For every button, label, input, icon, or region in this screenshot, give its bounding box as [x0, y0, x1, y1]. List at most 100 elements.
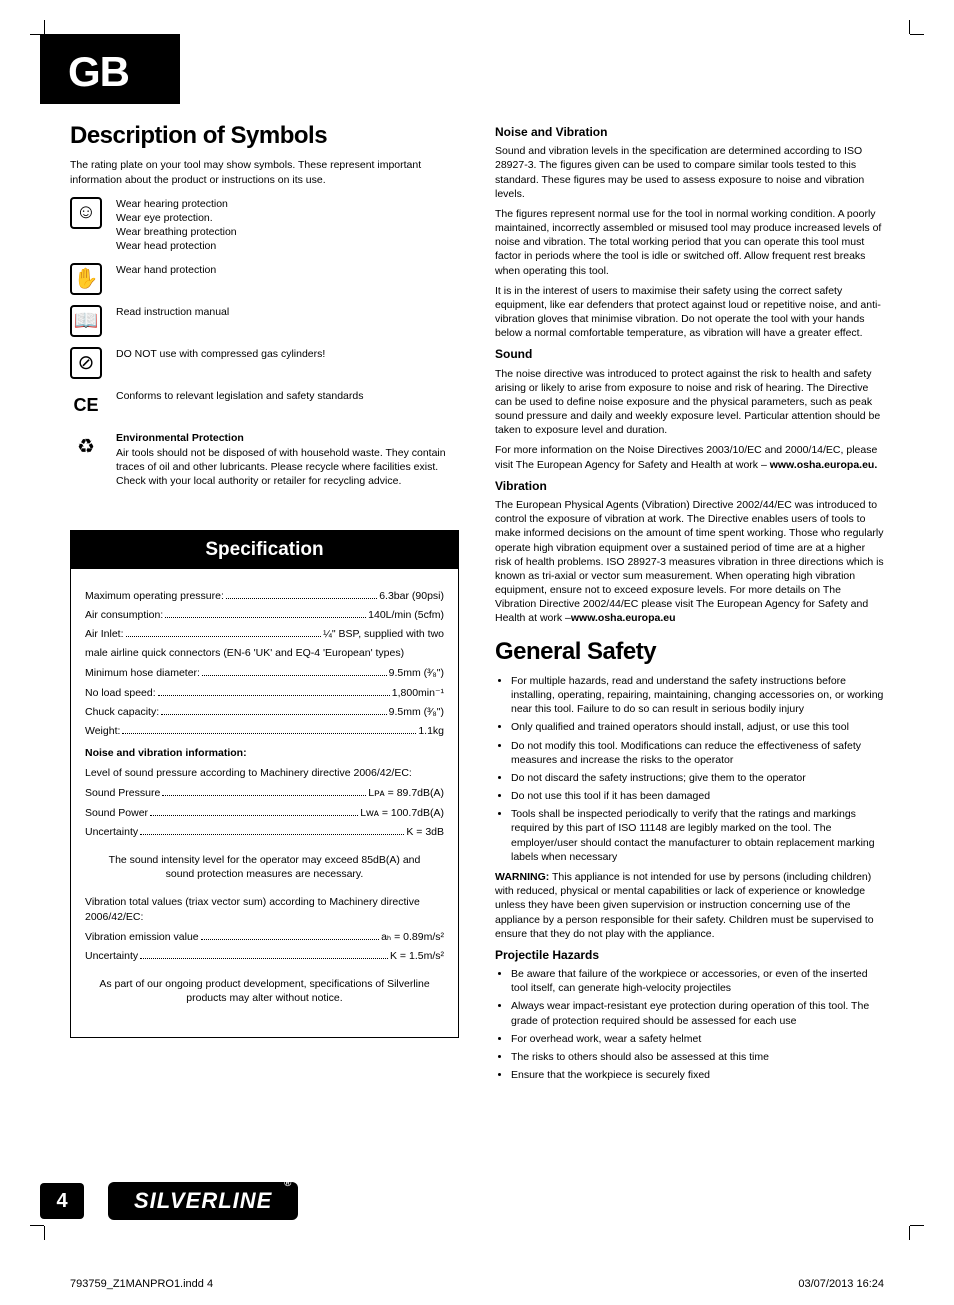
symbol-row: ♻ Environmental ProtectionAir tools shoul…	[70, 431, 459, 488]
spec-line: Air consumption: 140L/min (5cfm)	[85, 608, 444, 622]
spec-line: Uncertainty K = 1.5m/s²	[85, 949, 444, 963]
warning-label: WARNING:	[495, 871, 549, 883]
warning-text: This appliance is not intended for use b…	[495, 871, 874, 940]
spec-line: Minimum hose diameter:9.5mm (³⁄₈")	[85, 666, 444, 680]
spec-line: UncertaintyK = 3dB	[85, 825, 444, 839]
recycle-icon: ♻	[70, 431, 102, 463]
symbol-line: Air tools should not be disposed of with…	[116, 446, 459, 489]
body-paragraph: It is in the interest of users to maximi…	[495, 284, 884, 341]
sound-note: The sound intensity level for the operat…	[93, 853, 436, 881]
spec-value: K = 1.5m/s²	[390, 949, 444, 963]
symbol-line: DO NOT use with compressed gas cylinders…	[116, 347, 459, 361]
symbol-row: ⊘DO NOT use with compressed gas cylinder…	[70, 347, 459, 379]
ce-icon: CE	[70, 389, 102, 421]
vib-intro: Vibration total values (triax vector sum…	[85, 895, 444, 923]
list-item: Do not use this tool if it has been dama…	[511, 789, 884, 803]
spec-value: Lᴘᴀ = 89.7dB(A)	[368, 786, 444, 800]
spec-dots	[126, 636, 322, 637]
spec-value: ¼" BSP, supplied with two	[323, 627, 444, 641]
spec-value: Lᴡᴀ = 100.7dB(A)	[360, 806, 444, 820]
spec-dots	[140, 958, 388, 959]
body-paragraph: The figures represent normal use for the…	[495, 207, 884, 278]
noise-vibration-heading: Noise and Vibration	[495, 124, 884, 140]
air-inlet-note: male airline quick connectors (EN-6 'UK'…	[85, 646, 444, 660]
page: GB Description of Symbols The rating pla…	[0, 0, 954, 1260]
list-item: Only qualified and trained operators sho…	[511, 720, 884, 734]
symbol-text: Wear hand protection	[116, 263, 459, 277]
symbol-line: Wear hand protection	[116, 263, 459, 277]
list-item: The risks to others should also be asses…	[511, 1050, 884, 1064]
left-column: Description of Symbols The rating plate …	[70, 120, 459, 1088]
spec-line: Maximum operating pressure: 6.3bar (90psi…	[85, 589, 444, 603]
list-item: Tools shall be inspected periodically to…	[511, 807, 884, 864]
spec-dots	[165, 617, 366, 618]
body-paragraph: The noise directive was introduced to pr…	[495, 367, 884, 438]
description-heading: Description of Symbols	[70, 120, 459, 152]
spec-label: Air consumption:	[85, 608, 163, 622]
spec-label: Air Inlet:	[85, 627, 124, 641]
vibration-text: The European Physical Agents (Vibration)…	[495, 499, 884, 624]
symbol-heading: Environmental Protection	[116, 431, 459, 445]
symbol-text: Wear hearing protectionWear eye protecti…	[116, 197, 459, 254]
spec-line: Sound Power Lᴡᴀ = 100.7dB(A)	[85, 806, 444, 820]
spec-dots	[201, 939, 379, 940]
symbol-text: Read instruction manual	[116, 305, 459, 319]
spec-value: aₕ = 0.89m/s²	[381, 930, 444, 944]
page-footer: 4 SILVERLINE	[40, 1182, 884, 1220]
symbol-line: Read instruction manual	[116, 305, 459, 319]
spec-line: No load speed: 1,800min⁻¹	[85, 686, 444, 700]
symbol-line: Wear breathing protection	[116, 225, 459, 239]
ppe-icon: ☺	[70, 197, 102, 229]
sound-more: For more information on the Noise Direct…	[495, 443, 884, 471]
vibration-heading: Vibration	[495, 478, 884, 494]
spec-value: 140L/min (5cfm)	[368, 608, 444, 622]
symbol-text: DO NOT use with compressed gas cylinders…	[116, 347, 459, 361]
spec-dots	[150, 815, 358, 816]
specification-box: Specification Maximum operating pressure…	[70, 530, 459, 1038]
symbol-row: 📖Read instruction manual	[70, 305, 459, 337]
spec-value: 9.5mm (³⁄₈")	[389, 666, 444, 680]
symbol-line: Wear head protection	[116, 239, 459, 253]
symbol-row: CE Conforms to relevant legislation and s…	[70, 389, 459, 421]
spec-dots	[140, 834, 404, 835]
spec-value: 1,800min⁻¹	[392, 686, 444, 700]
spec-label: No load speed:	[85, 686, 156, 700]
spec-value: 9.5mm (³⁄₈")	[389, 705, 444, 719]
general-safety-heading: General Safety	[495, 636, 884, 668]
glove-icon: ✋	[70, 263, 102, 295]
list-item: For overhead work, wear a safety helmet	[511, 1032, 884, 1046]
spec-label: Maximum operating pressure:	[85, 589, 224, 603]
spec-label: Chuck capacity:	[85, 705, 159, 719]
description-intro: The rating plate on your tool may show s…	[70, 158, 459, 186]
symbol-line: Conforms to relevant legislation and saf…	[116, 389, 459, 403]
symbol-line: Wear eye protection.	[116, 211, 459, 225]
spec-dots	[122, 733, 416, 734]
noise-intro: Level of sound pressure according to Mac…	[85, 766, 444, 780]
spec-label: Sound Pressure	[85, 786, 160, 800]
right-column: Noise and Vibration Sound and vibration …	[495, 120, 884, 1088]
spec-value: K = 3dB	[406, 825, 444, 839]
projectile-hazards-heading: Projectile Hazards	[495, 947, 884, 963]
vibration-link: www.osha.europa.eu	[571, 612, 676, 624]
file-footer: 793759_Z1MANPRO1.indd 4 03/07/2013 16:24	[70, 1278, 884, 1290]
list-item: Do not discard the safety instructions; …	[511, 771, 884, 785]
page-number: 4	[40, 1183, 84, 1219]
spec-label: Sound Power	[85, 806, 148, 820]
list-item: Do not modify this tool. Modifications c…	[511, 739, 884, 767]
symbol-text: Environmental ProtectionAir tools should…	[116, 431, 459, 488]
sound-link: www.osha.europa.eu.	[770, 459, 878, 471]
symbol-line: Wear hearing protection	[116, 197, 459, 211]
spec-line: Sound Pressure Lᴘᴀ = 89.7dB(A)	[85, 786, 444, 800]
file-name: 793759_Z1MANPRO1.indd 4	[70, 1278, 213, 1290]
spec-label: Uncertainty	[85, 949, 138, 963]
symbol-row: ✋ Wear hand protection	[70, 263, 459, 295]
spec-line: Air Inlet: ¼" BSP, supplied with two	[85, 627, 444, 641]
brand-logo: SILVERLINE	[108, 1182, 298, 1220]
sound-heading: Sound	[495, 346, 884, 362]
specification-header: Specification	[71, 531, 458, 569]
list-item: For multiple hazards, read and understan…	[511, 674, 884, 717]
body-paragraph: Sound and vibration levels in the specif…	[495, 144, 884, 201]
spec-value: 6.3bar (90psi)	[379, 589, 444, 603]
list-item: Be aware that failure of the workpiece o…	[511, 967, 884, 995]
list-item: Always wear impact-resistant eye protect…	[511, 999, 884, 1027]
